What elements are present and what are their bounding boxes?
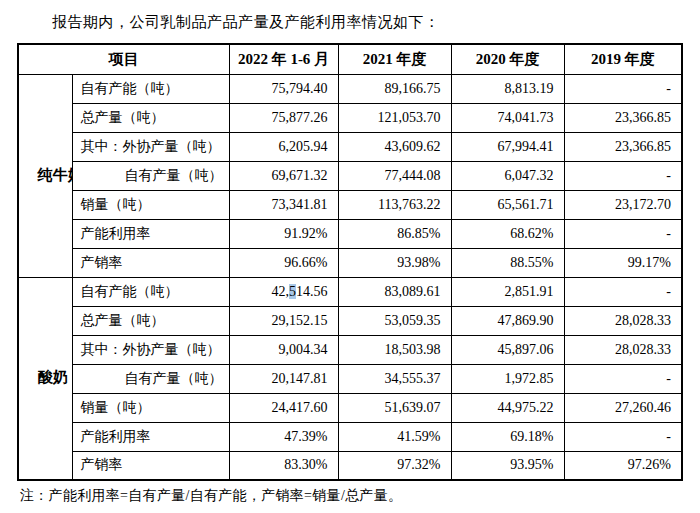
cell-value: 69.18% bbox=[451, 422, 564, 451]
row-label: 产销率 bbox=[72, 451, 229, 480]
row-label: 产能利用率 bbox=[72, 219, 229, 248]
cell-value: 89,166.75 bbox=[338, 74, 451, 103]
cell-value: 6,205.94 bbox=[229, 132, 338, 161]
cell-value: 8,813.19 bbox=[451, 74, 564, 103]
cell-value: - bbox=[564, 161, 682, 190]
group-cell-纯牛奶: 纯牛奶 bbox=[18, 74, 72, 277]
cell-value: 23,366.85 bbox=[564, 103, 682, 132]
row-label: 总产量（吨） bbox=[72, 306, 229, 335]
cell-value: 74,041.73 bbox=[451, 103, 564, 132]
group-cell-酸奶: 酸奶 bbox=[18, 277, 72, 480]
table-row: 总产量（吨）75,877.26121,053.7074,041.7323,366… bbox=[18, 103, 682, 132]
cell-value: 97.32% bbox=[338, 451, 451, 480]
cell-value: 24,417.60 bbox=[229, 393, 338, 422]
cell-value: 77,444.08 bbox=[338, 161, 451, 190]
cell-value: - bbox=[564, 219, 682, 248]
cell-value: 42,514.56 bbox=[229, 277, 338, 306]
cell-value: 43,609.62 bbox=[338, 132, 451, 161]
table-row: 产销率83.30%97.32%93.95%97.26% bbox=[18, 451, 682, 480]
cell-value: 93.95% bbox=[451, 451, 564, 480]
table-row: 自有产量（吨）69,671.3277,444.086,047.32- bbox=[18, 161, 682, 190]
table-row: 销量（吨）24,417.6051,639.0744,975.2227,260.4… bbox=[18, 393, 682, 422]
cell-value: 44,975.22 bbox=[451, 393, 564, 422]
cell-value: 97.26% bbox=[564, 451, 682, 480]
cell-value: 88.55% bbox=[451, 248, 564, 277]
header-item-column: 项目 bbox=[18, 44, 229, 74]
cell-value: 2,851.91 bbox=[451, 277, 564, 306]
row-label: 其中：外协产量（吨） bbox=[72, 335, 229, 364]
cell-value: 83,089.61 bbox=[338, 277, 451, 306]
cell-value: 28,028.33 bbox=[564, 335, 682, 364]
cell-value: 99.17% bbox=[564, 248, 682, 277]
document-page: 报告期内，公司乳制品产品产量及产能利用率情况如下： 项目 2022 年 1-6 … bbox=[0, 13, 700, 505]
cell-value: 28,028.33 bbox=[564, 306, 682, 335]
cell-value: 75,794.40 bbox=[229, 74, 338, 103]
table-row: 酸奶自有产能（吨）42,514.5683,089.612,851.91- bbox=[18, 277, 682, 306]
table-row: 纯牛奶自有产能（吨）75,794.4089,166.758,813.19- bbox=[18, 74, 682, 103]
cell-value: 96.66% bbox=[229, 248, 338, 277]
row-label: 产销率 bbox=[72, 248, 229, 277]
row-label: 销量（吨） bbox=[72, 393, 229, 422]
row-label: 自有产量（吨） bbox=[72, 161, 229, 190]
production-capacity-table: 项目 2022 年 1-6 月 2021 年度 2020 年度 2019 年度 … bbox=[17, 43, 683, 481]
section-intro-text: 报告期内，公司乳制品产品产量及产能利用率情况如下： bbox=[52, 13, 700, 32]
cell-value: 75,877.26 bbox=[229, 103, 338, 132]
cell-value: 53,059.35 bbox=[338, 306, 451, 335]
table-row: 产能利用率91.92%86.85%68.62%- bbox=[18, 219, 682, 248]
cell-value: 47.39% bbox=[229, 422, 338, 451]
cell-value: 69,671.32 bbox=[229, 161, 338, 190]
row-label: 自有产量（吨） bbox=[72, 364, 229, 393]
row-label: 总产量（吨） bbox=[72, 103, 229, 132]
cell-value: 47,869.90 bbox=[451, 306, 564, 335]
cell-value: 20,147.81 bbox=[229, 364, 338, 393]
cell-value: 73,341.81 bbox=[229, 190, 338, 219]
cell-value: 68.62% bbox=[451, 219, 564, 248]
cell-value: 18,503.98 bbox=[338, 335, 451, 364]
cell-value: 1,972.85 bbox=[451, 364, 564, 393]
table-row: 总产量（吨）29,152.1553,059.3547,869.9028,028.… bbox=[18, 306, 682, 335]
table-row: 产销率96.66%93.98%88.55%99.17% bbox=[18, 248, 682, 277]
row-label: 自有产能（吨） bbox=[72, 277, 229, 306]
cell-value: 9,004.34 bbox=[229, 335, 338, 364]
table-row: 其中：外协产量（吨）9,004.3418,503.9845,897.0628,0… bbox=[18, 335, 682, 364]
header-2022h1: 2022 年 1-6 月 bbox=[229, 44, 338, 74]
cell-value: - bbox=[564, 277, 682, 306]
cell-value: - bbox=[564, 74, 682, 103]
cell-value: 23,172.70 bbox=[564, 190, 682, 219]
cell-value: 29,152.15 bbox=[229, 306, 338, 335]
cell-value: 65,561.71 bbox=[451, 190, 564, 219]
cell-value: 23,366.85 bbox=[564, 132, 682, 161]
cell-value: 51,639.07 bbox=[338, 393, 451, 422]
cell-value: 83.30% bbox=[229, 451, 338, 480]
table-row: 其中：外协产量（吨）6,205.9443,609.6267,994.4123,3… bbox=[18, 132, 682, 161]
row-label: 销量（吨） bbox=[72, 190, 229, 219]
table-row: 自有产量（吨）20,147.8134,555.371,972.85- bbox=[18, 364, 682, 393]
header-row: 项目 2022 年 1-6 月 2021 年度 2020 年度 2019 年度 bbox=[18, 44, 682, 74]
cell-value: 45,897.06 bbox=[451, 335, 564, 364]
footnote: 注：产能利用率=自有产量/自有产能，产销率=销量/总产量。 bbox=[20, 487, 700, 505]
cell-value: 67,994.41 bbox=[451, 132, 564, 161]
cell-value: 121,053.70 bbox=[338, 103, 451, 132]
cell-value: 34,555.37 bbox=[338, 364, 451, 393]
row-label: 其中：外协产量（吨） bbox=[72, 132, 229, 161]
cell-value: 93.98% bbox=[338, 248, 451, 277]
header-2020: 2020 年度 bbox=[451, 44, 564, 74]
cell-value: 113,763.22 bbox=[338, 190, 451, 219]
cell-value: 27,260.46 bbox=[564, 393, 682, 422]
cell-value: - bbox=[564, 364, 682, 393]
table-row: 销量（吨）73,341.81113,763.2265,561.7123,172.… bbox=[18, 190, 682, 219]
cell-value: - bbox=[564, 422, 682, 451]
cell-value: 91.92% bbox=[229, 219, 338, 248]
row-label: 自有产能（吨） bbox=[72, 74, 229, 103]
header-2019: 2019 年度 bbox=[564, 44, 682, 74]
table-row: 产能利用率47.39%41.59%69.18%- bbox=[18, 422, 682, 451]
cell-value: 86.85% bbox=[338, 219, 451, 248]
cell-value: 41.59% bbox=[338, 422, 451, 451]
row-label: 产能利用率 bbox=[72, 422, 229, 451]
text-selection-highlight: 5 bbox=[289, 284, 296, 299]
cell-value: 6,047.32 bbox=[451, 161, 564, 190]
header-2021: 2021 年度 bbox=[338, 44, 451, 74]
